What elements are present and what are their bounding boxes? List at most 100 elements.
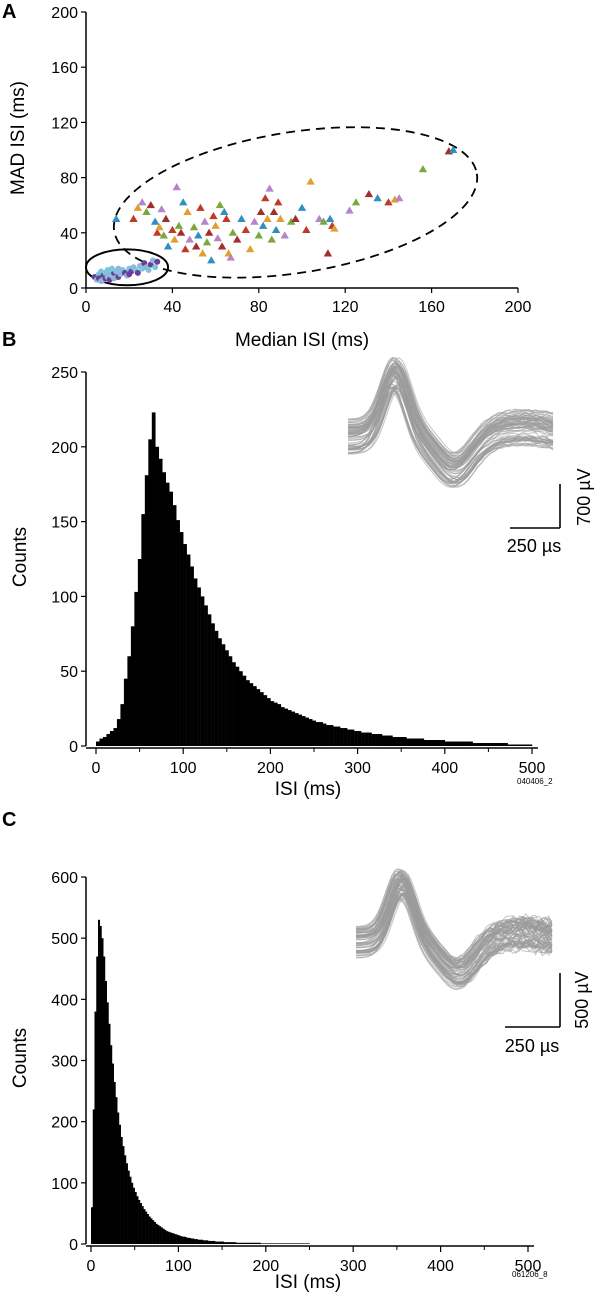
histogram-bar — [167, 1231, 170, 1244]
histogram-bar — [230, 1242, 233, 1244]
histogram-bar — [371, 734, 376, 746]
waveform-trace — [347, 387, 553, 483]
histogram-bar — [185, 1237, 188, 1244]
x-tick-label: 0 — [87, 1258, 96, 1275]
histogram-bar — [227, 1242, 230, 1244]
scale-label-c-time: 250 µs — [505, 1036, 559, 1056]
triangle-point — [306, 177, 315, 185]
triangle-point — [449, 145, 458, 153]
waveform-trace — [347, 390, 554, 487]
x-tick-label: 0 — [92, 760, 101, 777]
histogram-bar — [243, 1242, 246, 1244]
panel-c-x-axis-label: ISI (ms) — [275, 1272, 342, 1293]
histogram-bar — [239, 1242, 242, 1244]
waveform-trace — [347, 357, 554, 455]
histogram-bar — [293, 1243, 296, 1244]
histogram-bar — [392, 737, 397, 746]
histogram-bar — [116, 719, 121, 746]
histogram-bar — [284, 708, 289, 746]
y-tick-label: 40 — [60, 226, 78, 243]
histogram-bar — [103, 956, 106, 1244]
histogram-bar — [129, 1176, 132, 1244]
histogram-bar — [263, 695, 268, 746]
histogram-bar — [206, 1240, 209, 1244]
histogram-bar — [211, 1240, 214, 1244]
y-tick-label: 160 — [51, 60, 78, 77]
histogram-bar — [416, 738, 421, 746]
histogram-bar — [166, 1231, 169, 1244]
triangle-point — [319, 217, 328, 225]
histogram-bar — [141, 1206, 144, 1244]
y-tick-label: 150 — [51, 515, 78, 532]
histogram-bar — [242, 675, 247, 746]
y-tick-label: 100 — [51, 589, 78, 606]
triangle-point — [258, 221, 268, 229]
histogram-bar — [458, 741, 463, 746]
histogram-bar — [178, 1235, 181, 1244]
triangle-point — [159, 231, 168, 239]
histogram-bar — [525, 744, 529, 746]
histogram-bar — [378, 734, 383, 746]
histogram-bar — [326, 725, 330, 746]
triangle-point — [170, 235, 179, 243]
histogram-bar — [257, 1242, 260, 1244]
histogram-bar — [511, 744, 515, 746]
histogram-bar — [109, 731, 114, 746]
triangle-point — [250, 217, 259, 225]
triangle-point — [196, 203, 205, 211]
histogram-bar — [225, 650, 229, 746]
histogram-bar — [476, 743, 480, 746]
histogram-bar — [294, 713, 299, 746]
histogram-bar — [423, 740, 428, 746]
histogram-bar — [215, 1241, 218, 1244]
histogram-bar — [251, 1242, 254, 1244]
histogram-bar — [469, 741, 473, 746]
waveform-trace — [347, 366, 554, 464]
histogram-bar — [131, 1182, 134, 1244]
triangle-point — [209, 212, 218, 220]
circle-point — [115, 265, 122, 272]
triangle-point — [189, 223, 199, 231]
histogram-bar — [262, 1243, 265, 1244]
histogram-bar — [106, 1002, 109, 1244]
triangle-point — [183, 207, 192, 216]
triangle-point — [330, 224, 339, 232]
waveform-trace — [347, 375, 554, 472]
triangle-point — [133, 203, 143, 211]
histogram-bar — [448, 741, 453, 746]
histogram-bar — [99, 925, 102, 1244]
histogram-bar — [137, 559, 142, 746]
histogram-bar — [307, 1243, 310, 1244]
triangle-point — [185, 235, 194, 243]
panel-b-histogram: 0 100 200 300 400 500 0 50 100 150 200 250 ISI (ms)… — [10, 356, 594, 800]
histogram-bar — [322, 723, 327, 746]
histogram-bar — [305, 717, 310, 746]
triangle-point — [211, 221, 220, 229]
histogram-bar — [190, 1238, 193, 1244]
histogram-bar — [427, 740, 432, 746]
triangle-point — [202, 238, 212, 246]
histogram-bar — [143, 1209, 146, 1244]
histogram-bar — [269, 1243, 272, 1244]
histogram-bar — [259, 692, 264, 746]
triangle-point — [373, 194, 382, 202]
histogram-bar — [420, 738, 425, 746]
histogram-bar — [295, 1243, 298, 1244]
histogram-bar — [375, 734, 379, 746]
histogram-bar — [244, 1242, 247, 1244]
histogram-bar — [246, 1242, 249, 1244]
histogram-bar — [164, 1229, 167, 1244]
histogram-bar — [188, 1237, 191, 1244]
triangle-point — [280, 231, 289, 239]
panel-c-histogram: 0 100 200 300 400 500 0 100 200 300 400 500 600 ISI … — [10, 868, 592, 1293]
histogram-bar — [388, 735, 393, 746]
triangle-point — [168, 225, 177, 233]
histogram-bar — [292, 1243, 295, 1244]
triangle-point — [153, 228, 162, 236]
triangle-point — [112, 214, 121, 222]
x-tick-label: 500 — [515, 1258, 542, 1275]
x-tick-label: 200 — [252, 1258, 279, 1275]
y-tick-label: 80 — [60, 171, 78, 188]
y-tick-label: 600 — [51, 870, 78, 887]
histogram-bar — [361, 732, 365, 746]
